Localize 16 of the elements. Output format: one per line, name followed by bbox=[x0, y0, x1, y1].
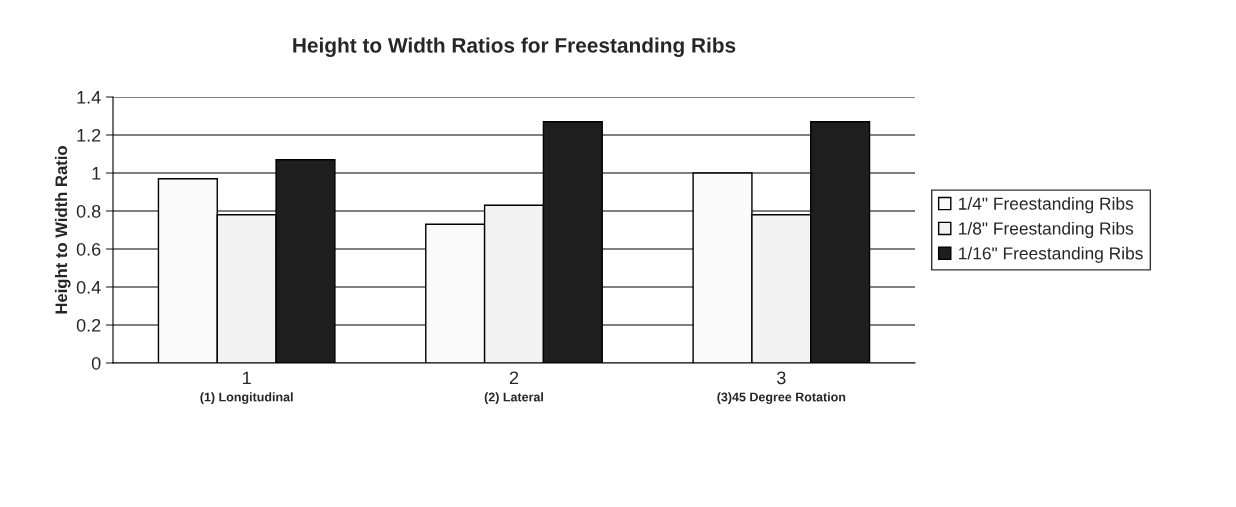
y-tick-label: 0.2 bbox=[76, 318, 101, 332]
legend-label: 1/4" Freestanding Ribs bbox=[959, 197, 1134, 214]
y-axis-title: Height to Width Ratio bbox=[54, 146, 71, 314]
y-tick-label: 1 bbox=[92, 167, 101, 180]
y-tick-label: 1.4 bbox=[77, 91, 101, 104]
chart-title: Height to Width Ratios for Freestanding Ribs bbox=[293, 37, 736, 57]
legend-label: 1/16" Freestanding Ribs bbox=[959, 246, 1143, 263]
y-tick-label: 0 bbox=[91, 356, 101, 370]
x-tick-label: 3 (3)45 Degree Rotation bbox=[717, 371, 846, 404]
y-tick-label: 1.2 bbox=[77, 128, 101, 142]
legend-label: 1/8" Freestanding Ribs bbox=[959, 221, 1134, 239]
y-tick-label: 0.4 bbox=[76, 280, 101, 294]
x-tick-label: 2 (2) Lateral bbox=[484, 371, 543, 404]
y-tick-label: 0.8 bbox=[76, 204, 101, 218]
x-tick-label: 1 (1) Longitudinal bbox=[200, 371, 293, 404]
y-tick-label: 0.6 bbox=[76, 242, 101, 256]
